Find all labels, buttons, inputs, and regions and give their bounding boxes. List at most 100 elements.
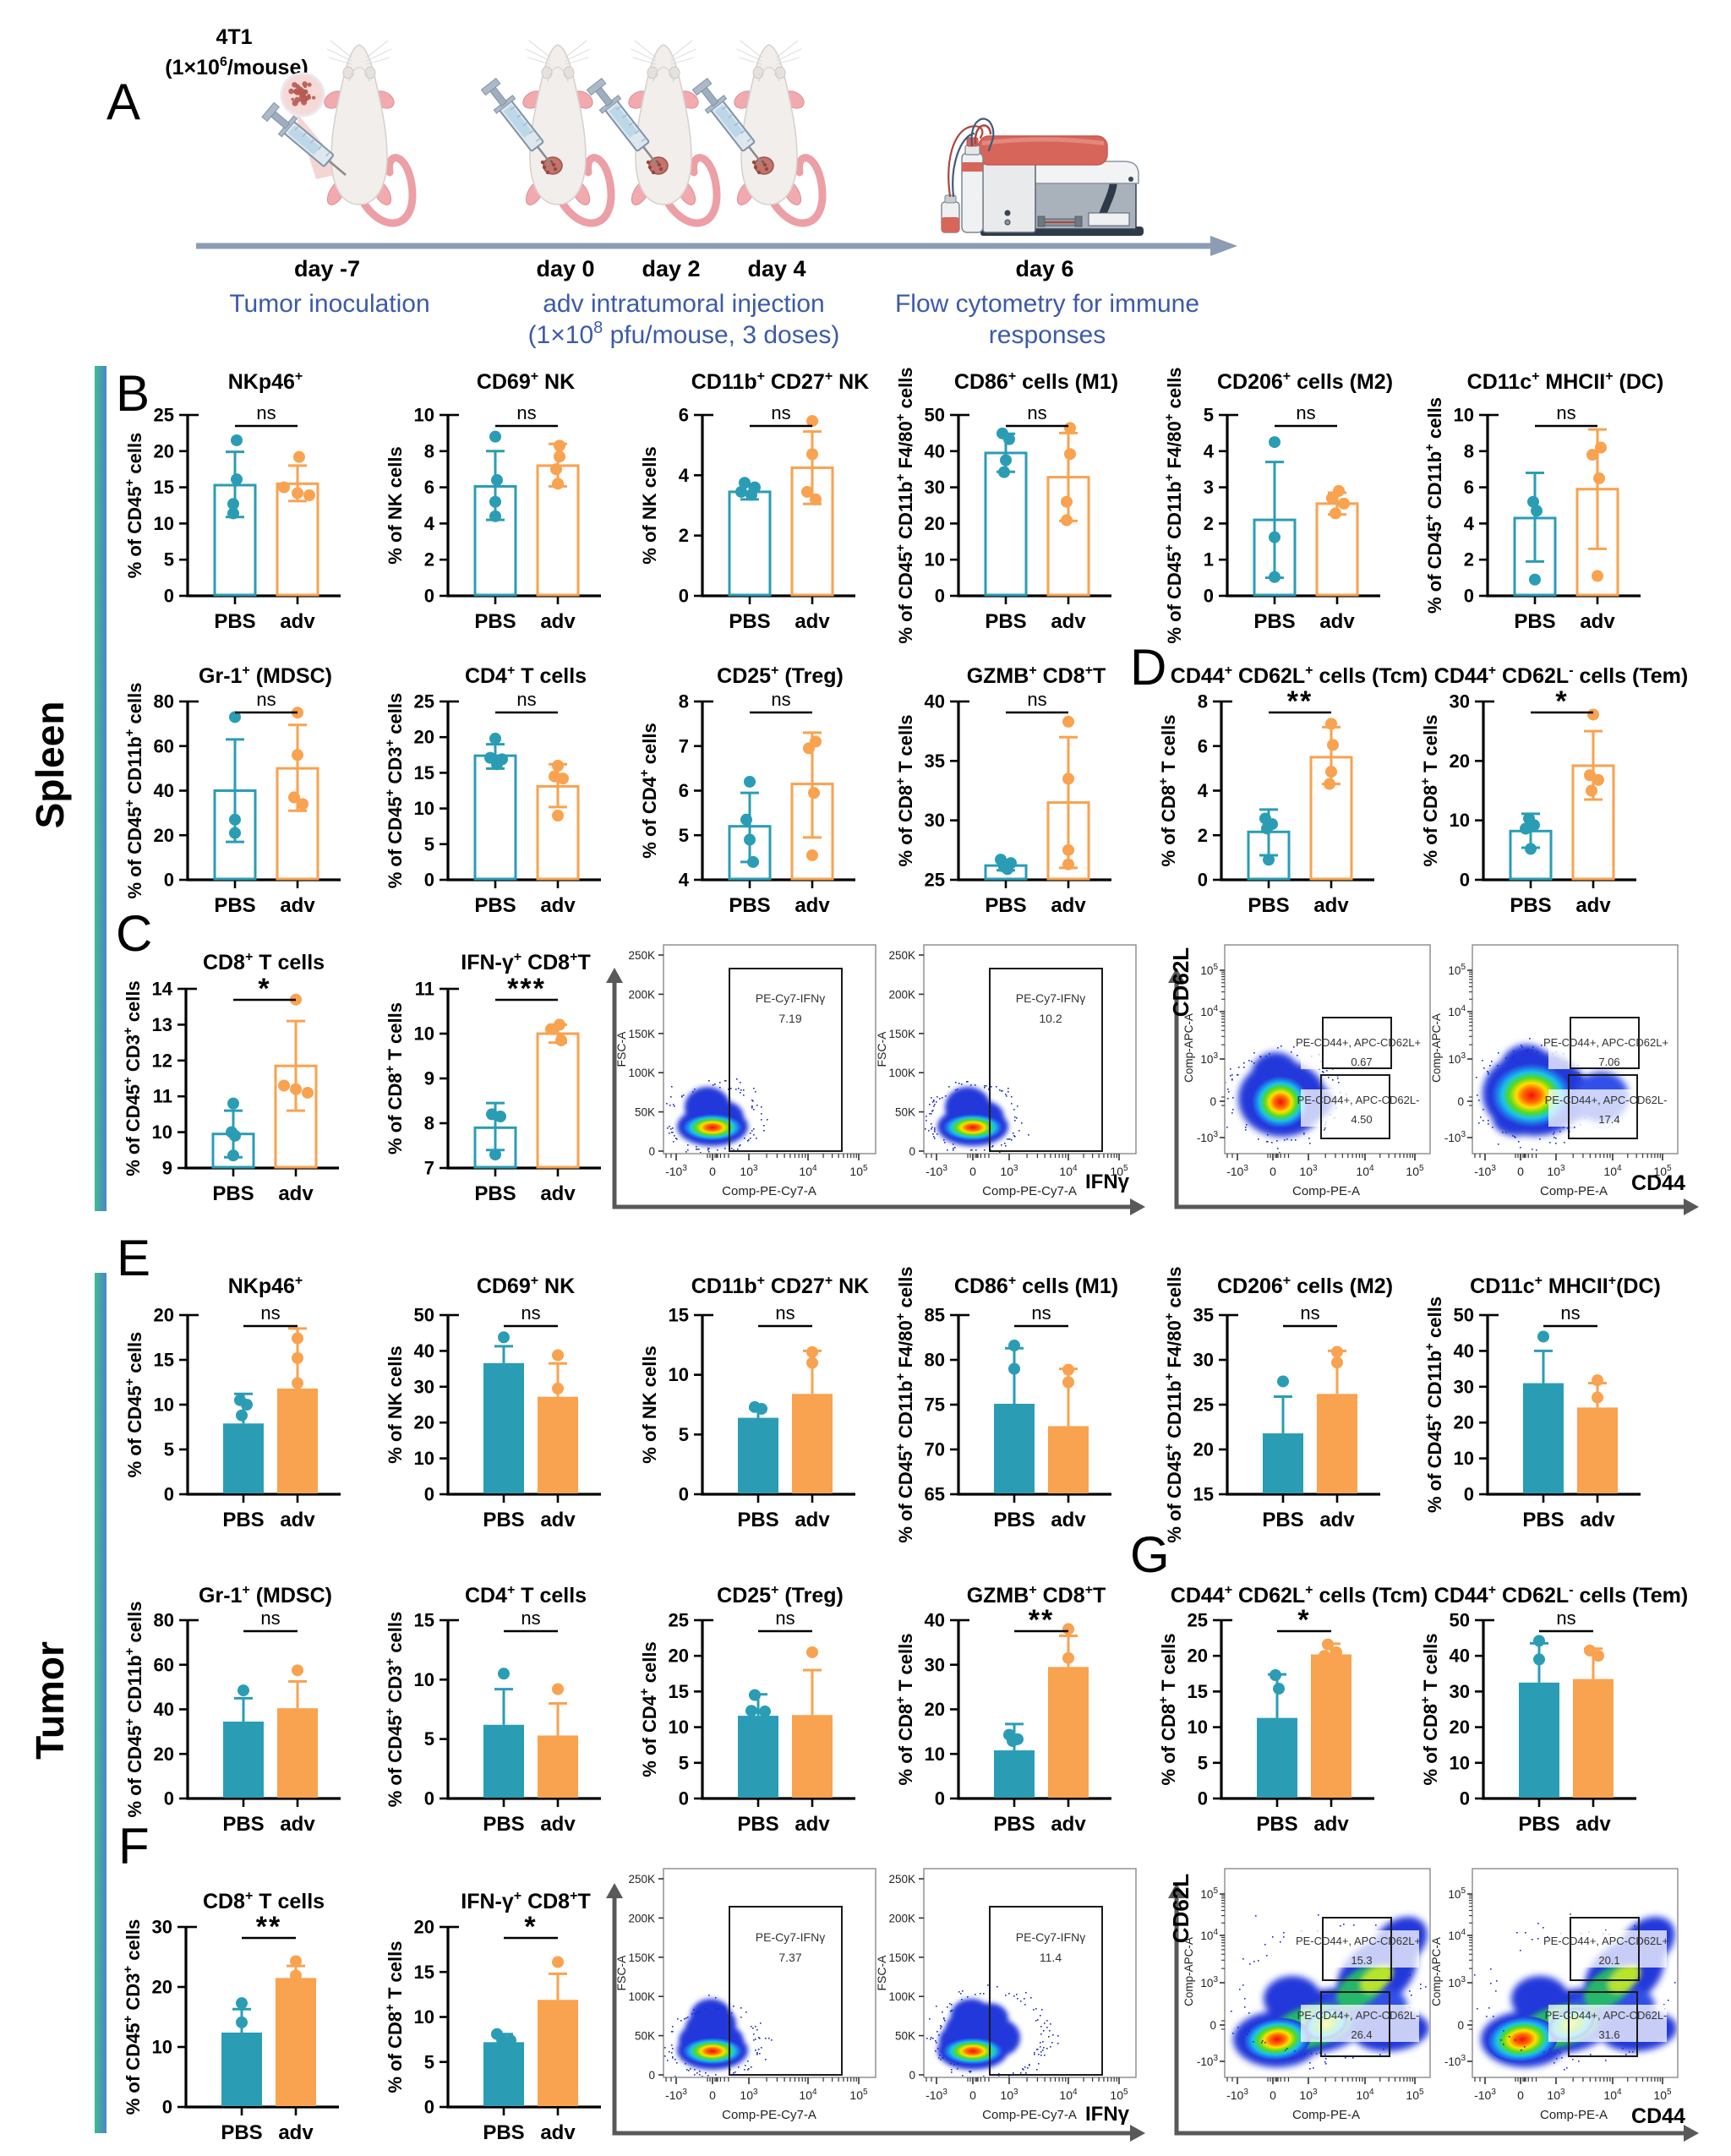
svg-text:20: 20 [1450,1717,1470,1738]
svg-text:10: 10 [925,549,945,570]
svg-text:10: 10 [1188,1717,1208,1738]
svg-text:GZMB+ CD8+T: GZMB+ CD8+T [967,1583,1106,1607]
svg-text:103: 103 [1200,1975,1218,1990]
svg-text:20: 20 [925,513,945,534]
svg-text:105: 105 [1406,2088,1424,2102]
svg-text:**: ** [256,1911,281,1943]
svg-text:adv: adv [1051,1813,1086,1836]
svg-text:IFNγ: IFNγ [1085,1171,1130,1193]
svg-text:CD69+ NK: CD69+ NK [477,1274,575,1298]
svg-text:30: 30 [1450,1681,1470,1702]
svg-text:104: 104 [1603,2088,1622,2102]
svg-text:35: 35 [1193,1305,1214,1326]
svg-text:PE-CD44+, APC-CD62L+: PE-CD44+, APC-CD62L+ [1543,1935,1668,1947]
svg-text:PBS: PBS [1256,1813,1297,1836]
svg-text:31.6: 31.6 [1598,2028,1619,2041]
svg-text:PBS: PBS [1514,610,1555,633]
svg-text:4T1: 4T1 [216,25,252,49]
svg-text:0: 0 [648,2069,655,2082]
svg-text:PBS: PBS [1522,1509,1564,1531]
svg-text:103: 103 [1299,1164,1318,1178]
svg-text:adv: adv [280,894,315,917]
svg-text:PE-Cy7-IFNγ: PE-Cy7-IFNγ [1016,991,1085,1005]
svg-text:PE-CD44+, APC-CD62L+: PE-CD44+, APC-CD62L+ [1296,1935,1421,1947]
svg-text:80: 80 [925,1350,945,1371]
svg-text:adv intratumoral injection: adv intratumoral injection [543,290,825,318]
svg-text:5: 5 [424,1728,434,1749]
svg-text:PBS: PBS [221,2121,262,2144]
svg-text:CD11b+ CD27+ NK: CD11b+ CD27+ NK [691,369,869,394]
svg-text:30: 30 [1193,1350,1214,1371]
svg-text:adv: adv [540,1182,576,1205]
svg-text:ns: ns [771,689,790,710]
svg-text:0: 0 [709,1165,716,1178]
svg-text:40: 40 [154,1699,174,1720]
svg-text:4: 4 [1198,780,1209,801]
svg-text:B: B [116,365,150,422]
svg-text:NKp46+: NKp46+ [228,1274,303,1298]
svg-text:Gr-1+ (MDSC): Gr-1+ (MDSC) [199,663,332,688]
svg-text:0: 0 [1270,2088,1276,2102]
svg-text:103: 103 [740,1164,758,1178]
svg-text:CD11b+ CD27+ NK: CD11b+ CD27+ NK [691,1274,869,1298]
svg-text:26.4: 26.4 [1351,2028,1372,2041]
svg-text:Spleen: Spleen [28,701,72,829]
svg-text:4: 4 [1464,513,1475,534]
svg-text:PBS: PBS [985,610,1026,633]
svg-text:CD206+ cells (M2): CD206+ cells (M2) [1217,1274,1393,1298]
svg-text:PBS: PBS [214,894,255,917]
svg-text:adv: adv [1051,894,1086,917]
svg-text:40: 40 [1450,1646,1470,1667]
svg-text:adv: adv [1580,1509,1615,1531]
svg-text:*: * [1555,685,1568,718]
svg-text:5: 5 [164,1439,174,1460]
svg-text:10: 10 [154,1395,174,1416]
svg-text:FSC-A: FSC-A [875,1031,888,1067]
svg-text:ns: ns [1027,689,1046,710]
svg-text:30: 30 [1450,691,1470,712]
svg-text:50K: 50K [895,2030,915,2043]
svg-text:% of CD4+ cells: % of CD4+ cells [637,723,660,858]
svg-text:0: 0 [1460,1788,1470,1809]
svg-text:20: 20 [1193,1439,1214,1460]
svg-text:% of NK cells: % of NK cells [385,1345,406,1463]
svg-text:103: 103 [1200,1051,1218,1066]
svg-text:0: 0 [1460,870,1470,891]
svg-text:-103: -103 [926,2088,947,2102]
svg-text:10: 10 [669,1717,689,1738]
svg-text:% of NK cells: % of NK cells [639,446,660,564]
svg-text:CD8+ T cells: CD8+ T cells [203,1889,325,1913]
svg-text:***: *** [507,973,546,1005]
svg-text:100K: 100K [888,1067,915,1079]
svg-text:30: 30 [925,477,945,498]
svg-text:30: 30 [925,1654,945,1675]
svg-text:2: 2 [679,525,689,546]
svg-text:150K: 150K [628,1951,655,1964]
svg-text:adv: adv [280,1813,315,1836]
svg-text:adv: adv [540,610,576,633]
svg-text:-103: -103 [1226,1164,1248,1178]
svg-text:**: ** [1287,685,1313,718]
svg-text:10: 10 [1454,405,1474,426]
svg-text:0.67: 0.67 [1351,1056,1372,1068]
svg-text:Comp-PE-Cy7-A: Comp-PE-Cy7-A [982,1184,1077,1198]
svg-text:PBS: PBS [483,1813,524,1836]
svg-text:CD69+ NK: CD69+ NK [477,369,575,394]
svg-text:adv: adv [280,610,315,633]
svg-text:(1×106/mouse): (1×106/mouse) [165,55,308,79]
svg-text:20: 20 [669,1646,689,1667]
svg-text:GZMB+ CD8+T: GZMB+ CD8+T [967,663,1106,688]
svg-text:Comp-PE-A: Comp-PE-A [1540,2108,1608,2122]
svg-text:% of CD8+ T cells: % of CD8+ T cells [1156,715,1179,867]
svg-text:CD4+ T cells: CD4+ T cells [465,1583,587,1607]
svg-text:PBS: PBS [474,1182,516,1205]
svg-text:ns: ns [1300,1302,1319,1324]
svg-text:CD44+ CD62L+ cells (Tcm): CD44+ CD62L+ cells (Tcm) [1171,1583,1428,1607]
svg-text:% of CD45+ cells: % of CD45+ cells [123,433,145,579]
svg-text:40: 40 [414,1340,434,1362]
svg-text:Comp-PE-Cy7-A: Comp-PE-Cy7-A [982,2108,1077,2122]
svg-text:PBS: PBS [1248,894,1289,917]
svg-text:7.06: 7.06 [1598,1056,1619,1068]
svg-text:104: 104 [1059,2088,1078,2102]
svg-text:0: 0 [679,1788,689,1809]
